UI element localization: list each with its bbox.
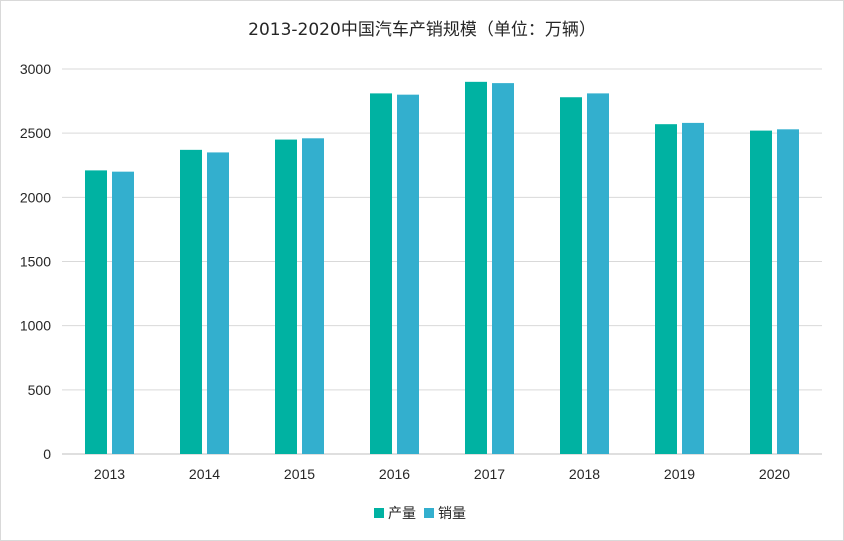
x-tick-label: 2017 [474,466,505,482]
legend-label-production[interactable]: 产量 [388,506,416,522]
y-tick-label: 2500 [20,125,51,141]
x-tick-label: 2020 [759,466,790,482]
x-tick-label: 2013 [94,466,125,482]
x-tick-label: 2018 [569,466,600,482]
gridlines [62,68,822,455]
bar-production-2017[interactable] [465,81,487,454]
y-tick-label: 500 [28,382,52,398]
legend-label-sales[interactable]: 销量 [438,506,466,522]
y-axis-ticks: 0 500 1000 1500 2000 2500 3000 [20,61,51,462]
bar-sales-2016[interactable] [397,94,419,455]
bar-production-2015[interactable] [275,139,297,455]
bar-production-2018[interactable] [560,97,582,454]
x-tick-label: 2019 [664,466,695,482]
bar-sales-2013[interactable] [112,171,134,454]
bar-production-2019[interactable] [655,124,677,454]
bar-sales-2018[interactable] [587,93,609,454]
bar-sales-2017[interactable] [492,83,514,454]
bar-sales-2015[interactable] [302,138,324,455]
bar-production-2020[interactable] [750,130,772,454]
x-axis-ticks: 2013 2014 2015 2016 2017 2018 2019 2020 [94,466,790,482]
bar-production-2013[interactable] [85,170,107,454]
y-tick-label: 3000 [20,61,51,77]
bar-production-2016[interactable] [370,93,392,454]
bar-sales-2019[interactable] [682,122,704,455]
bars [85,81,799,455]
y-tick-label: 1500 [20,254,51,270]
x-tick-label: 2015 [284,466,315,482]
bar-sales-2014[interactable] [207,152,229,454]
y-tick-label: 1000 [20,318,51,334]
x-tick-label: 2014 [189,466,220,482]
x-tick-label: 2016 [379,466,410,482]
y-tick-label: 2000 [20,189,51,205]
chart-title: 2013-2020中国汽车产销规模（单位：万辆） [248,20,596,40]
legend-swatch-sales[interactable] [424,508,434,518]
bar-sales-2020[interactable] [777,129,799,455]
legend[interactable]: 产量 销量 [374,506,466,522]
legend-swatch-production[interactable] [374,508,384,518]
bar-production-2014[interactable] [180,149,202,454]
y-tick-label: 0 [43,446,51,462]
